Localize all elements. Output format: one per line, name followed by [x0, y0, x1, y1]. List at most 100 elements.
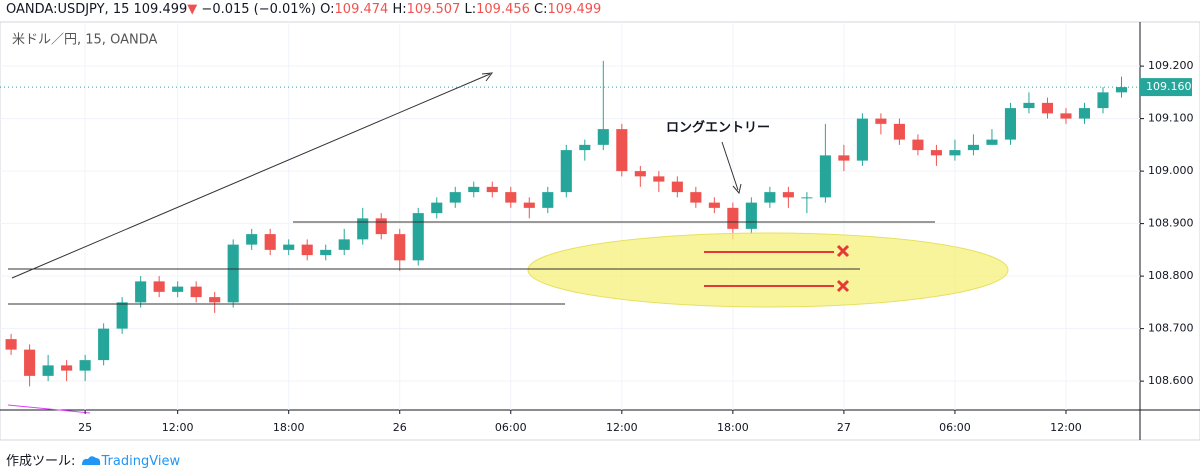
x-tick-label: 12:00 — [162, 421, 194, 434]
x-tick-label: 18:00 — [717, 421, 749, 434]
candle-body — [5, 339, 17, 350]
candle-body — [264, 234, 276, 250]
candle-body — [745, 202, 757, 229]
ohlc-value: 109.456 — [476, 2, 530, 17]
y-tick-label: 108.600 — [1148, 374, 1194, 387]
candle-body — [1041, 102, 1054, 114]
candle-body — [42, 365, 54, 376]
candle-body — [560, 150, 572, 193]
axes: 108.600 108.700 108.800 108.900 109.000 109.1… — [0, 59, 1194, 434]
y-tick-label: 109.200 — [1148, 59, 1194, 72]
candle-body — [671, 181, 683, 193]
candle-body — [486, 186, 498, 193]
footer-label: 作成ツール: — [6, 454, 76, 469]
ohlc-key: L: — [464, 2, 477, 17]
candle-body — [967, 144, 979, 151]
cross-mark — [836, 244, 850, 293]
frame — [0, 21, 1200, 441]
arrow: ▼ — [187, 2, 198, 17]
candle-body — [634, 171, 646, 177]
ohlc-key: H: — [392, 2, 407, 17]
y-tick-label: 108.800 — [1148, 269, 1194, 282]
candle-body — [116, 302, 128, 329]
candle-body — [338, 239, 350, 250]
candle-body — [616, 129, 628, 172]
last-price-tag — [1140, 78, 1192, 97]
candle-body — [190, 286, 202, 298]
candle-body — [856, 118, 868, 161]
candle-body — [79, 360, 91, 371]
y-tick-label: 108.700 — [1148, 322, 1194, 335]
footer-brand[interactable]: TradingView — [101, 454, 181, 469]
x-tick-label: 27 — [837, 421, 851, 434]
price: 109.499 — [133, 2, 188, 17]
candle-body — [579, 144, 591, 151]
x-tick-label: 06:00 — [495, 421, 527, 434]
candle-body — [505, 192, 517, 203]
candle-body — [468, 186, 480, 193]
y-tick-label: 109.100 — [1148, 112, 1194, 125]
candle-body — [727, 207, 739, 229]
candle-body — [653, 176, 665, 182]
candle-body — [209, 297, 221, 303]
last-price-label: 109.160 — [1146, 80, 1192, 93]
annotation-arrow-head — [732, 183, 742, 195]
x-tick-label: 18:00 — [273, 421, 305, 434]
candle-body — [227, 244, 239, 303]
candle-body — [690, 192, 702, 203]
x-tick-label: 12:00 — [606, 421, 638, 434]
drawings: ロングエントリー — [7, 72, 1009, 414]
candle-body — [597, 129, 609, 145]
candle-body — [320, 249, 332, 256]
candle-body — [375, 218, 387, 235]
candle-body — [838, 155, 850, 161]
arrow-head — [481, 72, 494, 82]
change: −0.015 (−0.01%) — [201, 2, 316, 17]
candle-body — [1097, 92, 1109, 109]
candle-body — [930, 150, 942, 156]
ohlc-key: O: — [320, 2, 335, 17]
candle-body — [301, 244, 313, 256]
candle-body — [764, 192, 776, 203]
candle-body — [912, 139, 924, 151]
candle-body — [357, 218, 369, 240]
candle-body — [1023, 102, 1035, 109]
y-tick-label: 109.000 — [1148, 164, 1194, 177]
header: OANDA:USDJPY, 15 109.499▼ −0.015 (−0.01%… — [6, 2, 601, 17]
indicator-line — [7, 404, 91, 414]
candle-body — [172, 286, 184, 292]
candle-body — [246, 234, 258, 245]
chart: 米ドル／円, 15, OANDA ロングエントリー 108.600 108.700… — [0, 21, 1200, 441]
candle-body — [153, 281, 165, 292]
candle-body — [708, 202, 720, 208]
candle-body — [875, 118, 887, 124]
y-tick-label: 108.900 — [1148, 217, 1194, 230]
candle-body — [61, 365, 73, 371]
footer: 作成ツール: TradingView — [6, 450, 180, 469]
candle-body — [135, 281, 147, 303]
candle-body — [431, 202, 443, 214]
candle-body — [801, 197, 813, 199]
candle-body — [1004, 108, 1017, 140]
candle-body — [1115, 87, 1128, 93]
x-tick-label: 26 — [393, 421, 407, 434]
subtitle: 米ドル／円, 15, OANDA — [12, 33, 157, 48]
candle-body — [1078, 108, 1091, 119]
candle-body — [819, 155, 831, 198]
ohlc-value: 109.507 — [406, 2, 461, 17]
x-tick-label: 12:00 — [1050, 421, 1082, 434]
ohlc-key: C: — [534, 2, 548, 17]
logo — [81, 456, 100, 465]
candle-body — [949, 150, 961, 156]
candle-body — [24, 349, 36, 376]
candle-body — [893, 123, 905, 140]
candle-body — [283, 244, 295, 250]
ohlc-value: 109.499 — [547, 2, 602, 17]
annotation-arrow — [721, 141, 739, 191]
candle-body — [523, 202, 535, 208]
annotation: ロングエントリー — [666, 120, 770, 136]
x-tick-label: 06:00 — [939, 421, 971, 434]
candle-body — [449, 192, 461, 203]
candle-body — [782, 192, 794, 198]
